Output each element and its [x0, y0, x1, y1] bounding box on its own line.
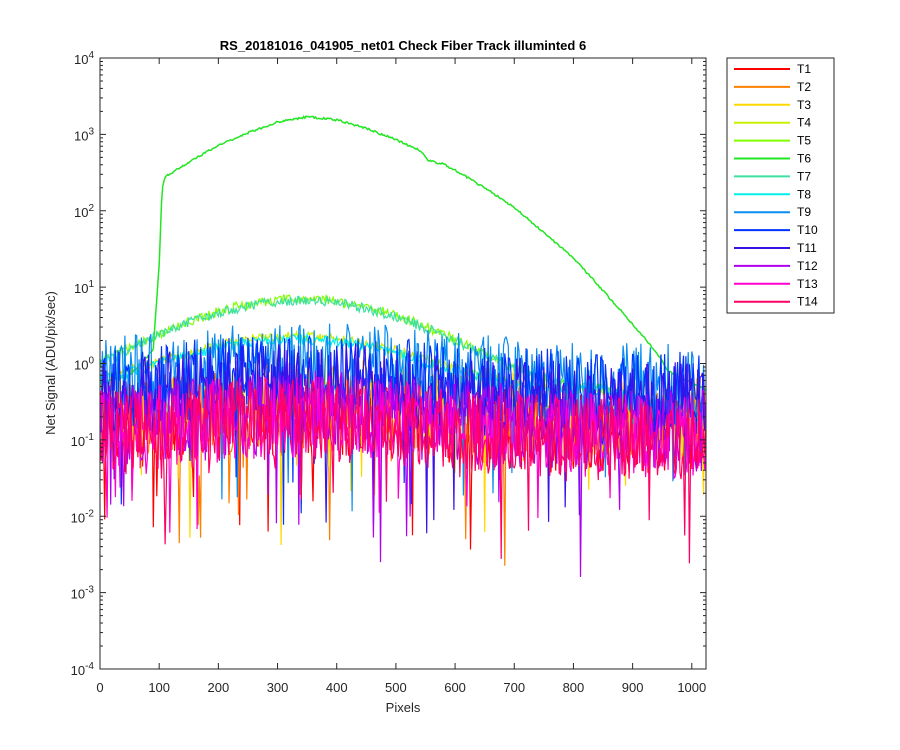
legend-label: T9 — [797, 205, 811, 219]
legend-label: T11 — [797, 241, 817, 255]
legend-label: T8 — [797, 187, 811, 201]
y-tick-label: 10-2 — [71, 508, 95, 525]
legend-label: T14 — [797, 295, 818, 309]
legend-label: T4 — [797, 116, 811, 130]
x-tick-label: 900 — [622, 680, 644, 695]
legend: T1 T2 T3 T4 T5 T6 T7 T8 T9 T10 T11 T12 T13 T14 — [726, 57, 835, 314]
x-tick-label: 600 — [444, 680, 466, 695]
legend-label: T6 — [797, 152, 811, 166]
x-tick-label: 100 — [148, 680, 170, 695]
y-axis-label: Net Signal (ADU/pix/sec) — [43, 291, 58, 435]
y-tick-label: 103 — [74, 126, 94, 143]
legend-label: T3 — [797, 98, 811, 112]
y-axis: 10-4 10-3 10-2 10-1 100 101 102 103 104 — [71, 50, 706, 678]
chart-title: RS_20181016_041905_net01 Check Fiber Tra… — [220, 38, 586, 53]
y-tick-label: 102 — [74, 203, 94, 220]
x-tick-label: 800 — [563, 680, 585, 695]
x-tick-label: 200 — [208, 680, 230, 695]
y-tick-label: 10-1 — [71, 432, 95, 449]
x-tick-label: 1000 — [677, 680, 706, 695]
legend-label: T2 — [797, 80, 811, 94]
x-tick-label: 500 — [385, 680, 407, 695]
legend-label: T12 — [797, 259, 818, 273]
x-axis-label: Pixels — [386, 700, 421, 715]
legend-label: T13 — [797, 277, 818, 291]
plot-area — [100, 115, 706, 578]
x-tick-label: 0 — [96, 680, 103, 695]
y-tick-label: 10-3 — [71, 585, 95, 602]
y-tick-label: 101 — [74, 279, 94, 296]
y-tick-label: 10-4 — [71, 661, 95, 678]
y-tick-label: 100 — [74, 356, 94, 373]
x-tick-label: 700 — [503, 680, 525, 695]
x-axis: 0 100 200 300 400 500 600 700 800 900 1000 — [96, 58, 706, 695]
legend-label: T10 — [797, 223, 818, 237]
legend-label: T5 — [797, 134, 811, 148]
series-line-t6 — [100, 115, 706, 392]
x-tick-label: 400 — [326, 680, 348, 695]
x-tick-label: 300 — [267, 680, 289, 695]
series-line-t14 — [100, 378, 706, 564]
legend-label: T1 — [797, 62, 811, 76]
legend-label: T7 — [797, 169, 811, 183]
legend-box — [726, 57, 835, 314]
y-tick-label: 104 — [74, 50, 94, 67]
